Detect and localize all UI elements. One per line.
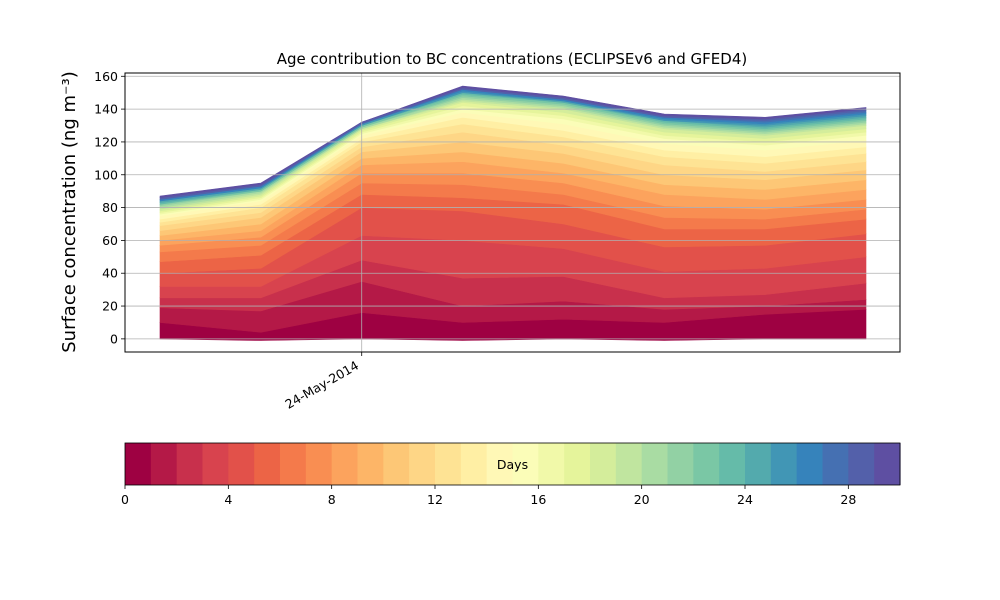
colorbar-swatch-day-27 [822, 443, 849, 485]
colorbar-tick-label: 20 [634, 492, 650, 507]
grid-lines [125, 73, 900, 352]
y-tick-label: 160 [94, 69, 118, 84]
plot-frame [124, 72, 901, 353]
colorbar: Days 0 4 8 12 16 20 24 28 [121, 442, 901, 507]
colorbar-label: Days [497, 457, 528, 472]
colorbar-tick-label: 16 [530, 492, 546, 507]
y-tick-label: 140 [94, 102, 118, 117]
colorbar-swatch-day-3 [202, 443, 229, 485]
colorbar-swatch-day-19 [615, 443, 643, 485]
colorbar-swatch-day-18 [590, 443, 617, 485]
colorbar-swatch-day-22 [693, 443, 720, 485]
colorbar-swatch-day-29 [874, 443, 901, 485]
x-axis: 24-May-2014 [282, 352, 363, 412]
colorbar-tick-label: 8 [328, 492, 336, 507]
colorbar-swatch-day-24 [745, 443, 772, 485]
colorbar-swatch-day-7 [305, 443, 333, 485]
y-tick-label: 40 [102, 266, 118, 281]
colorbar-tick-label: 4 [224, 492, 232, 507]
y-tick-label: 20 [102, 299, 118, 314]
colorbar-swatch-day-21 [667, 443, 694, 485]
y-tick-label: 80 [102, 200, 118, 215]
colorbar-swatch-day-28 [848, 443, 875, 485]
colorbar-tick-label: 28 [840, 492, 856, 507]
y-axis: 0 20 40 60 80 100 120 140 160 [94, 69, 125, 346]
stacked-area-bands [159, 85, 867, 341]
chart-title: Age contribution to BC concentrations (E… [277, 50, 748, 68]
colorbar-swatch-day-14 [486, 443, 514, 485]
y-tick-label: 120 [94, 134, 118, 149]
colorbar-swatch-day-8 [331, 443, 359, 485]
colorbar-swatch-day-15 [512, 443, 539, 485]
colorbar-swatch-day-16 [538, 443, 565, 485]
colorbar-swatch-day-5 [254, 443, 281, 485]
y-tick-label: 100 [94, 167, 118, 182]
y-tick-label: 60 [102, 233, 118, 248]
colorbar-swatch-day-17 [564, 443, 591, 485]
colorbar-swatch-day-10 [383, 443, 410, 485]
x-tick-label: 24-May-2014 [282, 358, 361, 412]
colorbar-frame [124, 442, 901, 486]
colorbar-swatch-day-11 [409, 443, 436, 485]
y-tick-label: 0 [110, 331, 118, 346]
colorbar-tick-label: 12 [427, 492, 443, 507]
colorbar-swatch-day-25 [770, 443, 798, 485]
colorbar-swatch-day-13 [460, 443, 488, 485]
colorbar-tick-label: 0 [121, 492, 129, 507]
colorbar-swatch-day-0 [125, 443, 152, 485]
colorbar-swatch-day-9 [357, 443, 384, 485]
colorbar-tick-label: 24 [737, 492, 753, 507]
colorbar-swatch-day-6 [280, 443, 307, 485]
colorbar-swatch-day-26 [796, 443, 824, 485]
y-axis-label: Surface concentration (ng m⁻³) [59, 71, 80, 353]
colorbar-swatch-day-4 [228, 443, 255, 485]
colorbar-swatch-day-12 [435, 443, 462, 485]
colorbar-swatch-day-1 [150, 443, 178, 485]
colorbar-swatch-day-2 [176, 443, 204, 485]
colorbar-swatch-day-20 [641, 443, 669, 485]
colorbar-swatch-day-23 [719, 443, 746, 485]
